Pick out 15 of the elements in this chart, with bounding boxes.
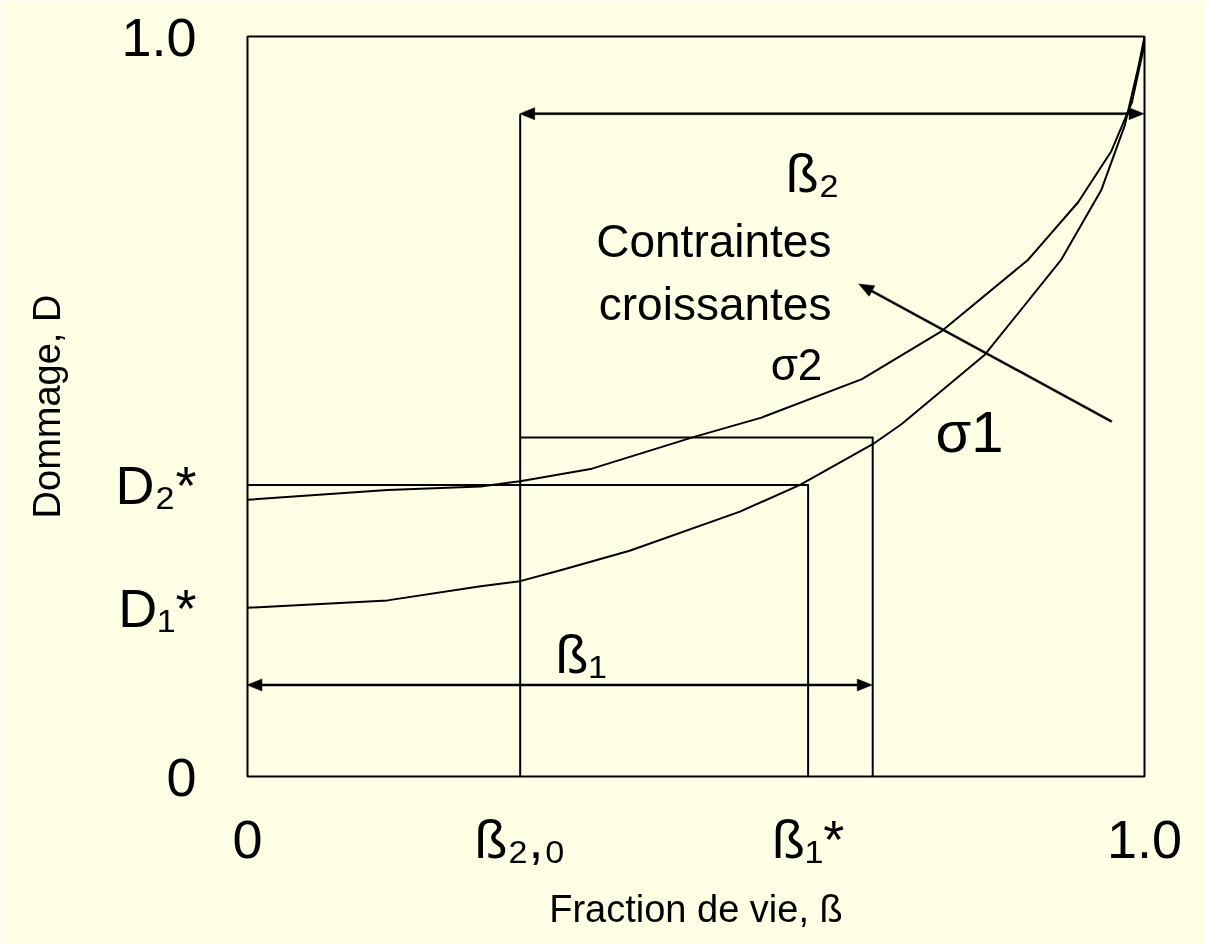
series-label: σ2 xyxy=(770,339,823,389)
x-tick-label: 1.0 xyxy=(1106,808,1183,869)
y-tick-label: 1.0 xyxy=(121,6,197,67)
y-tick-label: 0 xyxy=(166,746,197,807)
y-tick-label: D₁* xyxy=(118,577,197,638)
annotation: ß₂ xyxy=(785,143,840,204)
y-tick-label: D₂* xyxy=(115,454,197,515)
x-tick-label: 0 xyxy=(232,808,263,869)
annotation: ß₁ xyxy=(555,623,607,684)
x-axis-title: Fraction de vie, ß xyxy=(549,887,843,930)
x-tick-label: ß₁* xyxy=(772,808,845,869)
y-axis-title: Dommage, D xyxy=(25,294,68,519)
series-label: σ1 xyxy=(935,398,1004,464)
annotation: Contraintes croissantes xyxy=(596,215,832,330)
x-tick-label: ß₂,₀ xyxy=(474,808,566,869)
